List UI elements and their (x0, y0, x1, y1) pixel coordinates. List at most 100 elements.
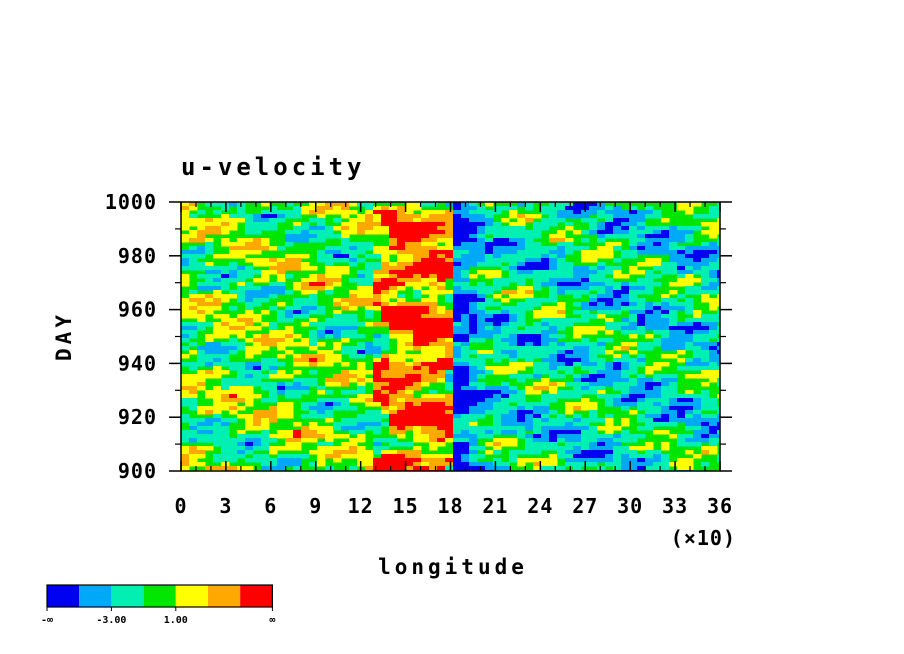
heatmap-cell (261, 422, 270, 427)
heatmap-cell (437, 218, 446, 223)
heatmap-cell (285, 342, 294, 347)
heatmap-cell (661, 314, 670, 319)
heatmap-cell (493, 438, 502, 443)
heatmap-cell (261, 442, 270, 447)
heatmap-cell (309, 338, 318, 343)
heatmap-cell (717, 274, 720, 279)
heatmap-cell (717, 242, 720, 247)
heatmap-cell (325, 418, 334, 423)
heatmap-cell (613, 286, 622, 291)
heatmap-cell (549, 346, 558, 351)
heatmap-cell (397, 306, 406, 311)
heatmap-cell (237, 330, 246, 335)
heatmap-cell (181, 466, 190, 471)
heatmap-cell (293, 354, 302, 359)
heatmap-cell (645, 450, 654, 455)
heatmap-cell (485, 262, 494, 267)
heatmap-cell (605, 250, 614, 255)
heatmap-cell (293, 210, 302, 215)
heatmap-cell (341, 302, 350, 307)
heatmap-cell (637, 326, 646, 331)
heatmap-cell (389, 270, 398, 275)
heatmap-cell (197, 230, 206, 235)
heatmap-cell (181, 390, 190, 395)
heatmap-cell (549, 286, 558, 291)
heatmap-cell (381, 254, 390, 259)
heatmap-cell (437, 306, 446, 311)
heatmap-cell (461, 226, 470, 231)
heatmap-cell (357, 222, 366, 227)
heatmap-cell (429, 318, 438, 323)
heatmap-cell (229, 246, 238, 251)
heatmap-cell (373, 410, 382, 415)
heatmap-cell (237, 342, 246, 347)
heatmap-cell (501, 258, 510, 263)
heatmap-cell (549, 202, 558, 207)
heatmap-cell (381, 250, 390, 255)
heatmap-cell (565, 458, 574, 463)
heatmap-cell (661, 398, 670, 403)
heatmap-cell (229, 326, 238, 331)
heatmap-cell (701, 462, 710, 467)
heatmap-cell (309, 426, 318, 431)
heatmap-cell (565, 346, 574, 351)
heatmap-cell (629, 238, 638, 243)
heatmap-cell (349, 454, 358, 459)
heatmap-cell (669, 338, 678, 343)
heatmap-cell (493, 226, 502, 231)
heatmap-cell (381, 374, 390, 379)
heatmap-cell (549, 206, 558, 211)
heatmap-cell (485, 322, 494, 327)
heatmap-cell (477, 446, 486, 451)
heatmap-cell (429, 354, 438, 359)
heatmap-cell (221, 438, 230, 443)
heatmap-cell (413, 370, 422, 375)
heatmap-cell (301, 358, 310, 363)
heatmap-cell (205, 202, 214, 207)
heatmap-cell (445, 454, 454, 459)
heatmap-cell (709, 314, 718, 319)
heatmap-cell (533, 234, 542, 239)
heatmap-cell (589, 346, 598, 351)
heatmap-cell (517, 234, 526, 239)
heatmap-cell (461, 418, 470, 423)
heatmap-cell (677, 410, 686, 415)
heatmap-cell (365, 350, 374, 355)
heatmap-cell (317, 458, 326, 463)
heatmap-cell (397, 242, 406, 247)
heatmap-cell (333, 282, 342, 287)
heatmap-cell (317, 402, 326, 407)
heatmap-cell (405, 418, 414, 423)
heatmap-cell (493, 254, 502, 259)
heatmap-cell (493, 230, 502, 235)
heatmap-cell (341, 258, 350, 263)
heatmap-cell (341, 406, 350, 411)
heatmap-cell (389, 450, 398, 455)
heatmap-cell (717, 286, 720, 291)
heatmap-cell (613, 402, 622, 407)
heatmap-cell (581, 270, 590, 275)
heatmap-cell (557, 238, 566, 243)
heatmap-cell (477, 338, 486, 343)
heatmap-cell (565, 430, 574, 435)
heatmap-cell (245, 394, 254, 399)
heatmap-cell (437, 402, 446, 407)
heatmap-cell (405, 202, 414, 207)
heatmap-cell (365, 306, 374, 311)
heatmap-cell (597, 346, 606, 351)
heatmap-cell (389, 422, 398, 427)
heatmap-cell (181, 202, 190, 207)
heatmap-cell (629, 334, 638, 339)
heatmap-cell (581, 346, 590, 351)
heatmap-cell (661, 362, 670, 367)
heatmap-cell (661, 246, 670, 251)
heatmap-cell (213, 418, 222, 423)
heatmap-cell (453, 378, 462, 383)
heatmap-cell (469, 226, 478, 231)
heatmap-cell (453, 234, 462, 239)
heatmap-cell (405, 442, 414, 447)
heatmap-cell (557, 314, 566, 319)
heatmap-cell (661, 262, 670, 267)
heatmap-cell (309, 294, 318, 299)
heatmap-cell (413, 222, 422, 227)
